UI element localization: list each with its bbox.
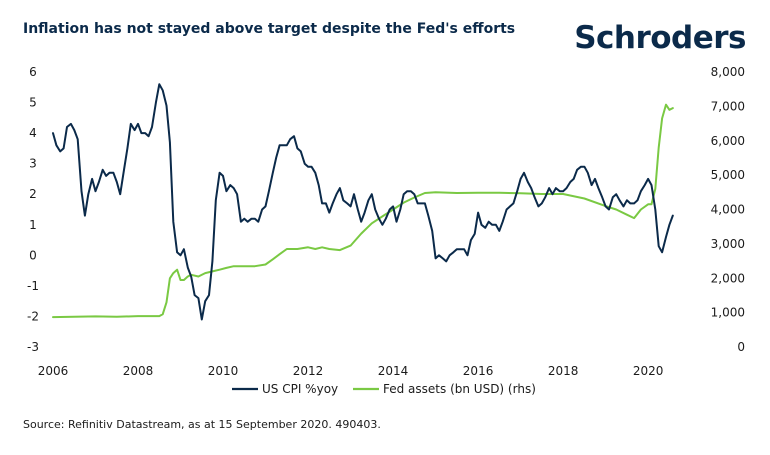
chart-title: Inflation has not stayed above target de… [23, 21, 516, 37]
plot-lines [52, 83, 674, 321]
legend-label-cpi: US CPI %yoy [262, 382, 338, 396]
x-axis-tick-label: 2014 [378, 364, 409, 378]
left-axis-tick-label: 1 [29, 218, 37, 232]
x-axis-tick-label: 2006 [38, 364, 69, 378]
left-axis-tick-label: 5 [29, 96, 37, 110]
right-axis-tick-label: 0 [737, 340, 745, 354]
left-axis-tick-label: -2 [27, 309, 39, 323]
fed-assets-line [52, 103, 674, 319]
legend-label-fed: Fed assets (bn USD) (rhs) [383, 382, 536, 396]
left-axis-tick-label: -1 [27, 279, 39, 293]
x-axis-tick-label: 2020 [633, 364, 664, 378]
right-axis-tick-label: 8,000 [711, 65, 745, 79]
left-axis-tick-label: 6 [29, 65, 37, 79]
brand-logo: Schroders [574, 20, 746, 56]
right-axis-tick-label: 1,000 [711, 306, 745, 320]
x-axis-tick-label: 2016 [463, 364, 494, 378]
x-axis-tick-label: 2008 [123, 364, 154, 378]
left-axis-tick-label: 3 [29, 157, 37, 171]
left-axis-tick-label: 4 [29, 126, 37, 140]
left-axis-ticks: -3 -2 -1 0 1 2 3 4 5 6 [27, 65, 39, 354]
right-axis-tick-label: 3,000 [711, 237, 745, 251]
chart-legend: US CPI %yoy Fed assets (bn USD) (rhs) [232, 382, 536, 396]
left-axis-tick-label: 0 [29, 248, 37, 262]
right-axis-tick-label: 4,000 [711, 203, 745, 217]
cpi-line [52, 83, 674, 321]
right-axis-tick-label: 2,000 [711, 271, 745, 285]
left-axis-tick-label: 2 [29, 187, 37, 201]
x-axis-ticks: 2006 2008 2010 2012 2014 2016 2018 2020 [38, 364, 664, 378]
right-axis-tick-label: 7,000 [711, 99, 745, 113]
x-axis-tick-label: 2010 [208, 364, 239, 378]
right-axis-tick-label: 5,000 [711, 168, 745, 182]
x-axis-tick-label: 2012 [293, 364, 324, 378]
x-axis-tick-label: 2018 [548, 364, 579, 378]
source-note: Source: Refinitiv Datastream, as at 15 S… [23, 418, 381, 431]
right-axis-tick-label: 6,000 [711, 134, 745, 148]
right-axis-ticks: 0 1,000 2,000 3,000 4,000 5,000 6,000 7,000 8,00… [711, 65, 745, 354]
left-axis-tick-label: -3 [27, 340, 39, 354]
